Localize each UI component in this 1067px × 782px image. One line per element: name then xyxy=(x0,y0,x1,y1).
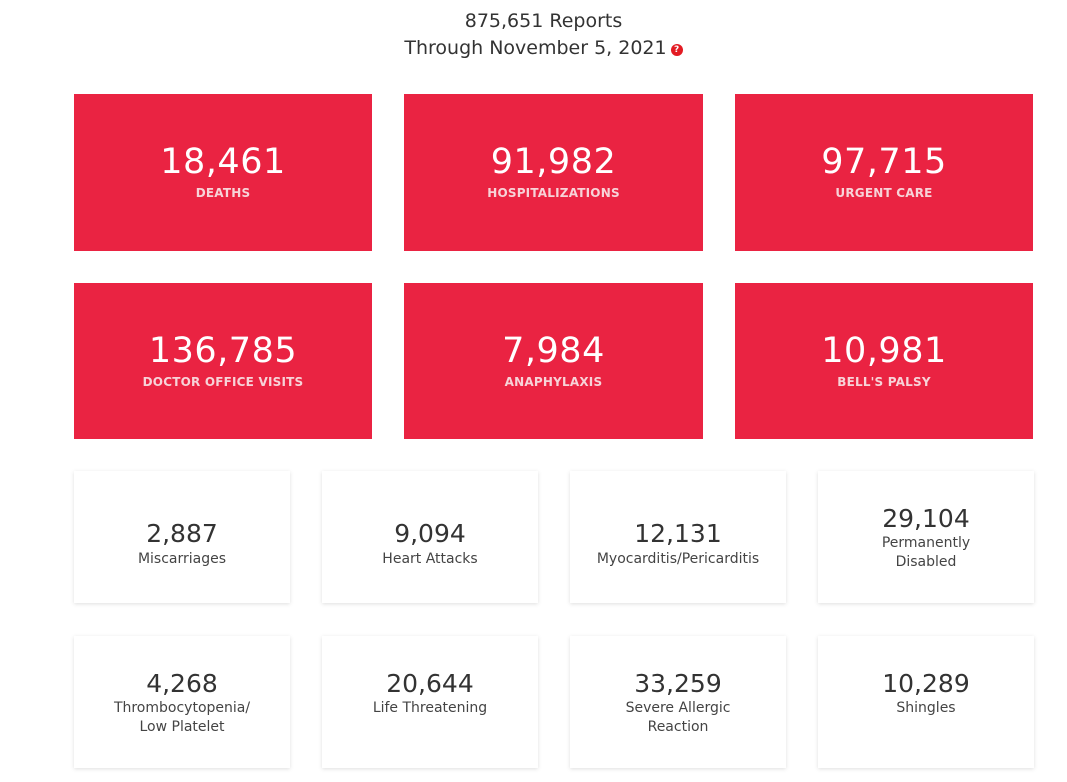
total-reports-text: 875,651 Reports xyxy=(464,10,623,32)
deaths-label: DEATHS xyxy=(195,186,251,200)
thrombocytopenia-card: 4,268 Thrombocytopenia/ Low Platelet xyxy=(74,636,290,768)
deaths-count: 18,461 xyxy=(160,142,286,182)
deaths-card: 18,461 DEATHS xyxy=(74,94,372,251)
miscarriages-count: 2,887 xyxy=(146,519,218,548)
heart-attacks-label: Heart Attacks xyxy=(382,551,478,567)
miscarriages-label: Miscarriages xyxy=(137,551,227,567)
anaphylaxis-count: 7,984 xyxy=(502,331,605,371)
thrombocytopenia-label: Thrombocytopenia/ Low Platelet xyxy=(74,699,290,737)
thrombocytopenia-label-line2: Low Platelet xyxy=(139,719,225,735)
permanently-disabled-label: Permanently Disabled xyxy=(818,534,1034,572)
miscarriages-card: 2,887 Miscarriages xyxy=(74,471,290,603)
severe-allergic-reaction-label-line2: Reaction xyxy=(647,719,709,735)
report-date-line: Through November 5, 2021? xyxy=(0,35,1067,62)
severe-allergic-reaction-label-line1: Severe Allergic xyxy=(625,700,731,716)
report-date-text: Through November 5, 2021 xyxy=(404,37,667,59)
severe-allergic-reaction-count: 33,259 xyxy=(634,669,722,698)
permanently-disabled-card: 29,104 Permanently Disabled xyxy=(818,471,1034,603)
doctor-office-visits-card: 136,785 DOCTOR OFFICE VISITS xyxy=(74,283,372,439)
thrombocytopenia-label-line1: Thrombocytopenia/ xyxy=(113,700,251,716)
shingles-count: 10,289 xyxy=(882,669,970,698)
thrombocytopenia-count: 4,268 xyxy=(146,669,218,698)
life-threatening-card: 20,644 Life Threatening xyxy=(322,636,538,768)
bells-palsy-count: 10,981 xyxy=(821,331,947,371)
bells-palsy-label: BELL'S PALSY xyxy=(837,375,931,389)
doctor-office-visits-count: 136,785 xyxy=(148,331,298,371)
life-threatening-label: Life Threatening xyxy=(372,700,488,716)
permanently-disabled-label-line1: Permanently xyxy=(881,535,971,551)
permanently-disabled-count: 29,104 xyxy=(882,504,970,533)
question-circle-icon[interactable]: ? xyxy=(670,43,683,56)
anaphylaxis-label: ANAPHYLAXIS xyxy=(504,375,603,389)
myocarditis-label: Myocarditis/Pericarditis xyxy=(596,551,760,567)
myocarditis-card: 12,131 Myocarditis/Pericarditis xyxy=(570,471,786,603)
anaphylaxis-card: 7,984 ANAPHYLAXIS xyxy=(404,283,703,439)
hospitalizations-label: HOSPITALIZATIONS xyxy=(487,186,620,200)
doctor-office-visits-label: DOCTOR OFFICE VISITS xyxy=(142,375,304,389)
shingles-card: 10,289 Shingles xyxy=(818,636,1034,768)
shingles-label: Shingles xyxy=(896,700,956,716)
myocarditis-count: 12,131 xyxy=(634,519,722,548)
report-summary-header: 875,651 Reports Through November 5, 2021… xyxy=(0,8,1067,62)
urgent-care-count: 97,715 xyxy=(821,142,947,182)
bells-palsy-card: 10,981 BELL'S PALSY xyxy=(735,283,1033,439)
permanently-disabled-label-line2: Disabled xyxy=(895,554,957,570)
hospitalizations-card: 91,982 HOSPITALIZATIONS xyxy=(404,94,703,251)
urgent-care-label: URGENT CARE xyxy=(835,186,933,200)
severe-allergic-reaction-card: 33,259 Severe Allergic Reaction xyxy=(570,636,786,768)
hospitalizations-count: 91,982 xyxy=(490,142,617,182)
life-threatening-count: 20,644 xyxy=(386,669,474,698)
urgent-care-card: 97,715 URGENT CARE xyxy=(735,94,1033,251)
heart-attacks-card: 9,094 Heart Attacks xyxy=(322,471,538,603)
heart-attacks-count: 9,094 xyxy=(394,519,466,548)
severe-allergic-reaction-label: Severe Allergic Reaction xyxy=(570,699,786,737)
